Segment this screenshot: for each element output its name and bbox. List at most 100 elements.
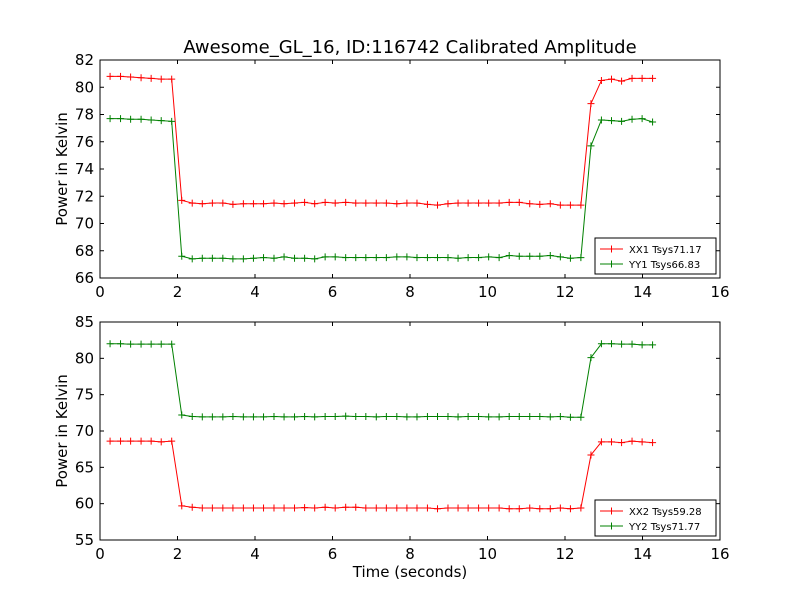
data-point	[311, 504, 319, 512]
x-tick-label: 0	[95, 545, 105, 563]
data-point	[127, 437, 135, 445]
data-point	[566, 505, 574, 513]
data-point	[208, 199, 216, 207]
data-point	[536, 412, 544, 420]
data-point	[526, 200, 534, 208]
y-tick-label: 78	[75, 106, 94, 124]
data-point	[587, 142, 595, 150]
data-point	[566, 201, 574, 209]
data-point	[464, 504, 472, 512]
data-point	[413, 199, 421, 207]
data-point	[188, 255, 196, 263]
data-point	[454, 254, 462, 262]
series-2	[106, 340, 657, 421]
data-point	[587, 354, 595, 362]
data-point	[352, 254, 360, 262]
data-point	[331, 504, 339, 512]
data-point	[362, 504, 370, 512]
data-point	[434, 505, 442, 513]
data-point	[229, 412, 237, 420]
data-point	[546, 200, 554, 208]
data-point	[423, 504, 431, 512]
data-point	[331, 412, 339, 420]
data-point	[505, 505, 513, 513]
legend-box	[594, 237, 717, 275]
data-point	[475, 412, 483, 420]
data-point	[393, 253, 401, 261]
y-tick-label: 70	[75, 422, 94, 440]
y-tick-label: 85	[75, 313, 94, 331]
x-tick-label: 8	[405, 283, 415, 301]
data-point	[413, 504, 421, 512]
data-point	[219, 199, 227, 207]
data-point	[157, 75, 165, 83]
data-point	[249, 504, 257, 512]
data-point	[229, 200, 237, 208]
data-point	[260, 413, 268, 421]
data-point	[393, 504, 401, 512]
data-point	[117, 340, 125, 348]
y-tick-label: 80	[75, 78, 94, 96]
data-point	[239, 504, 247, 512]
x-tick-label: 6	[328, 545, 338, 563]
data-point	[147, 116, 155, 124]
data-point	[638, 74, 646, 82]
data-point	[372, 254, 380, 262]
y-tick-label: 80	[75, 349, 94, 367]
data-point	[106, 437, 114, 445]
data-point	[127, 340, 135, 348]
data-point	[342, 503, 350, 511]
y-axis-label: Power in Kelvin	[53, 112, 71, 226]
data-point	[423, 412, 431, 420]
data-point	[444, 504, 452, 512]
data-point	[311, 413, 319, 421]
data-point	[464, 254, 472, 262]
data-point	[618, 77, 626, 85]
data-point	[137, 437, 145, 445]
data-point	[117, 72, 125, 80]
data-point	[587, 100, 595, 108]
data-point	[321, 253, 329, 261]
data-point	[249, 254, 257, 262]
data-point	[475, 504, 483, 512]
data-point	[638, 115, 646, 123]
x-tick-label: 2	[173, 545, 183, 563]
data-point	[106, 72, 114, 80]
data-point	[198, 413, 206, 421]
data-point	[362, 199, 370, 207]
legend-label: XX2 Tsys59.28	[629, 507, 702, 518]
data-point	[301, 254, 309, 262]
data-point	[352, 412, 360, 420]
data-point	[117, 115, 125, 123]
data-point	[546, 413, 554, 421]
data-point	[127, 73, 135, 81]
data-point	[475, 254, 483, 262]
data-point	[536, 200, 544, 208]
data-point	[229, 504, 237, 512]
data-point	[321, 198, 329, 206]
data-point	[291, 413, 299, 421]
y-tick-label: 76	[75, 133, 94, 151]
legend: XX1 Tsys71.17 YY1 Tsys66.83	[594, 237, 717, 275]
data-point	[413, 254, 421, 262]
data-point	[301, 504, 309, 512]
data-point	[157, 340, 165, 348]
legend-label: YY1 Tsys66.83	[628, 260, 700, 271]
data-point	[566, 254, 574, 262]
data-point	[403, 199, 411, 207]
x-tick-label: 10	[478, 545, 497, 563]
data-point	[649, 341, 657, 349]
data-point	[403, 504, 411, 512]
data-point	[239, 255, 247, 263]
legend-item: XX2 Tsys59.28	[600, 507, 702, 518]
data-point	[270, 412, 278, 420]
data-point	[382, 412, 390, 420]
series-1	[106, 437, 657, 513]
data-point	[106, 340, 114, 348]
data-point	[434, 254, 442, 262]
data-point	[556, 201, 564, 209]
data-point	[311, 200, 319, 208]
data-point	[301, 412, 309, 420]
data-point	[219, 254, 227, 262]
data-point	[485, 413, 493, 421]
